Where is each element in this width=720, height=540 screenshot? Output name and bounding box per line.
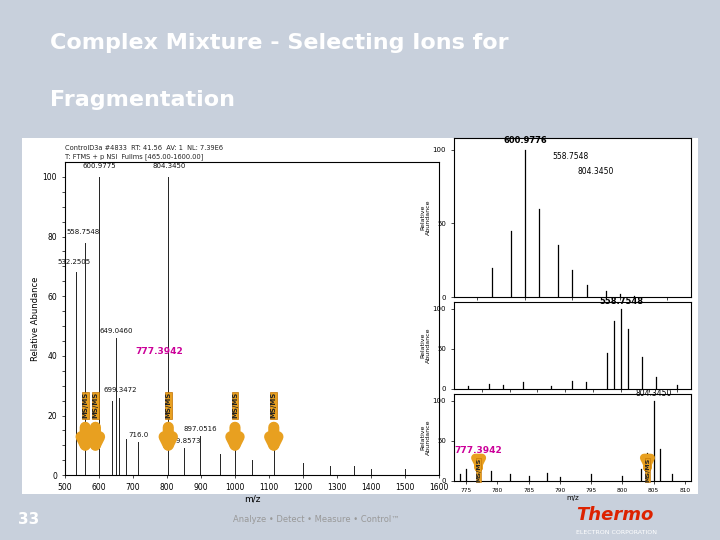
Text: MS/MS: MS/MS [645,458,650,482]
Y-axis label: Relative
Abundance: Relative Abundance [420,420,431,455]
Text: ELECTRON CORPORATION: ELECTRON CORPORATION [576,530,657,535]
Text: MS/MS: MS/MS [232,392,238,418]
Text: 777.3942: 777.3942 [455,446,503,455]
Text: MS/MS: MS/MS [92,392,99,418]
Text: 699.3472: 699.3472 [103,387,137,393]
Text: 600.9775: 600.9775 [82,164,116,170]
Text: Complex Mixture - Selecting Ions for: Complex Mixture - Selecting Ions for [50,33,509,53]
Text: MS/MS: MS/MS [82,392,89,418]
Y-axis label: Relative
Abundance: Relative Abundance [420,328,431,363]
X-axis label: m/z: m/z [244,495,260,504]
Text: T: FTMS + p NSI  Fullms [465.00-1600.00]: T: FTMS + p NSI Fullms [465.00-1600.00] [65,154,203,160]
Text: 804.3450: 804.3450 [578,167,614,176]
Text: 777.3942: 777.3942 [135,347,183,356]
Text: MS/MS: MS/MS [271,392,276,418]
Text: 600.9776: 600.9776 [503,136,546,145]
Text: Analyze • Detect • Measure • Control™: Analyze • Detect • Measure • Control™ [233,515,400,524]
X-axis label: m/z: m/z [566,311,579,317]
Text: MS/MS: MS/MS [166,392,171,418]
Y-axis label: Relative
Abundance: Relative Abundance [420,200,431,235]
Text: ControlD3a #4833  RT: 41.56  AV: 1  NL: 7.39E6: ControlD3a #4833 RT: 41.56 AV: 1 NL: 7.3… [65,145,222,151]
FancyBboxPatch shape [12,132,708,500]
Text: MS/MS: MS/MS [476,458,481,482]
Text: Thermo: Thermo [576,506,653,524]
Text: 897.0516: 897.0516 [184,426,217,432]
Text: 558.7548: 558.7548 [552,152,588,161]
Text: Fragmentation: Fragmentation [50,90,235,110]
Text: 33: 33 [18,512,40,527]
Text: 558.7548: 558.7548 [599,298,643,306]
Text: 716.0: 716.0 [129,432,149,438]
Text: 649.0460: 649.0460 [99,328,133,334]
Text: 804.3450: 804.3450 [636,389,672,398]
X-axis label: m/z: m/z [566,495,579,501]
Text: 804.3450: 804.3450 [153,164,186,170]
Y-axis label: Relative Abundance: Relative Abundance [31,276,40,361]
Text: 532.2505: 532.2505 [58,259,91,265]
Text: 558.7548: 558.7548 [67,229,100,235]
Text: 849.8573: 849.8573 [168,438,201,444]
X-axis label: m/z: m/z [566,403,579,409]
